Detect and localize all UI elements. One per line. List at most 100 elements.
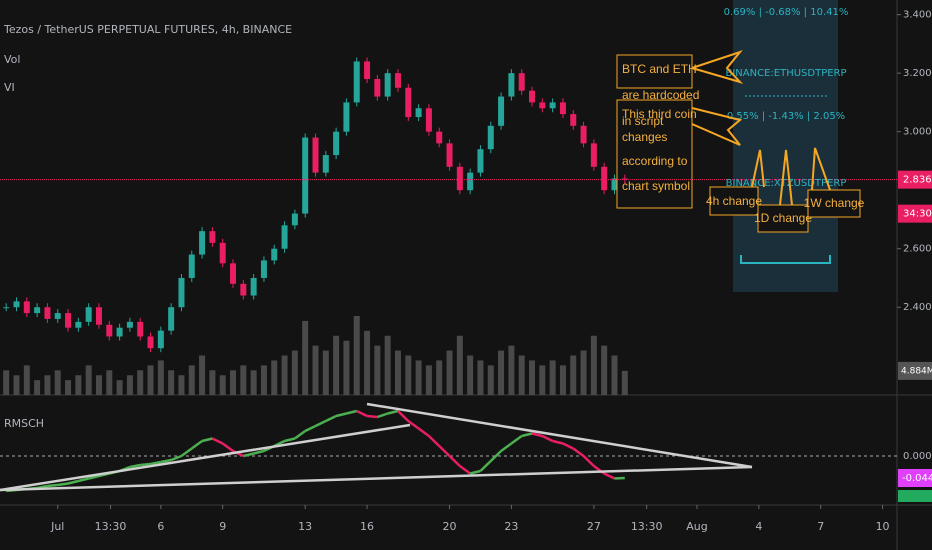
indicator-segment (459, 464, 471, 475)
x-tick-label: 16 (360, 520, 374, 533)
volume-bar (188, 365, 195, 395)
trend-line (0, 465, 753, 492)
volume-bar (374, 345, 381, 395)
indicator-segment (221, 442, 234, 453)
indicator-segment (47, 483, 58, 488)
indicator-segment (284, 437, 296, 443)
volume-bar (353, 316, 360, 395)
candle-body (405, 87, 412, 118)
volume-bar (85, 365, 92, 395)
volume-bar (436, 360, 443, 395)
panel-text: BINANCE:ETHUSDTPERP (725, 68, 846, 79)
volume-bar (559, 365, 566, 395)
candle-body (54, 313, 61, 319)
candle-body (3, 307, 10, 309)
candle-body (199, 231, 206, 255)
volume-bar (425, 365, 432, 395)
indicator-segment (346, 409, 358, 415)
indicator-segment (253, 449, 265, 455)
volume-tag (898, 361, 932, 380)
indicator-segment (325, 414, 337, 423)
y-tick-label: 3.000 (903, 127, 932, 138)
indicator-title: RMSCH (4, 417, 44, 430)
indicator-segment (335, 412, 347, 418)
callout-text: chart symbol (622, 179, 690, 193)
indicator-segment (180, 447, 193, 458)
candle-body (291, 213, 298, 226)
candle-body (580, 125, 587, 144)
vi-legend: VI (4, 81, 15, 94)
candle-body (487, 125, 494, 150)
volume-bar (322, 350, 329, 395)
candle-body (219, 242, 226, 264)
indicator-segment (438, 445, 451, 457)
volume-bar (3, 370, 10, 395)
panel-text: BINANCE:XTZUSDTPERP (726, 178, 847, 189)
x-tick-label: 13:30 (95, 520, 127, 533)
volume-bar (343, 340, 350, 395)
last-price-tag (898, 170, 932, 189)
volume-bar (405, 355, 412, 395)
candle-body (415, 108, 422, 118)
volume-bar (240, 365, 247, 395)
callout-box (757, 204, 809, 233)
candle-body (209, 231, 216, 243)
indicator-segment (356, 409, 368, 418)
candle-body (518, 73, 525, 91)
volume-bar (34, 380, 41, 395)
volume-bar (611, 355, 618, 395)
volume-bar (467, 355, 474, 395)
candle-body (126, 321, 133, 328)
candle-body (353, 61, 360, 103)
indicator-segment (614, 476, 625, 480)
volume-bar (23, 365, 30, 395)
candle-body (456, 166, 463, 191)
indicator-segment (243, 452, 254, 458)
indicator-segment (469, 469, 481, 475)
x-tick-label: 13 (298, 520, 312, 533)
indicator-segment (376, 412, 389, 419)
indicator-segment (211, 437, 224, 445)
volume-bar (137, 370, 144, 395)
volume-bar (281, 355, 288, 395)
candle-body (137, 321, 144, 337)
indicator-segment (489, 450, 502, 462)
volume-bar (44, 375, 51, 395)
callout-arrows (691, 49, 831, 206)
callout-box (616, 54, 693, 89)
volume-bar (95, 375, 102, 395)
marks (0, 57, 897, 493)
indicator-segment (531, 432, 543, 438)
candle-body (446, 143, 453, 167)
volume-bar (271, 360, 278, 395)
volume-bar (13, 375, 20, 395)
candle-body (178, 277, 185, 308)
candle-body (250, 277, 257, 296)
volume-bar (621, 370, 628, 395)
callout-box (709, 186, 759, 216)
indicator-segment (201, 437, 213, 443)
volume-bar (230, 370, 237, 395)
volume-bar (209, 370, 216, 395)
indicator-segment (191, 439, 203, 450)
indicator-segment (78, 477, 89, 483)
candle-body (260, 260, 267, 278)
countdown-tag (898, 204, 932, 223)
volume-bar (75, 375, 82, 395)
indicator-tag-green (898, 490, 932, 502)
volume-bar (487, 365, 494, 395)
indicator-segment (448, 455, 461, 467)
indicator-value-label: -0.044 (902, 473, 932, 484)
x-tick-label: 27 (587, 520, 601, 533)
candle-body (116, 327, 123, 337)
last-price-label: 2.836 (903, 175, 932, 186)
volume-bar (116, 380, 123, 395)
indicator-segment (129, 463, 141, 469)
y-tick-label: 3.400 (903, 10, 932, 21)
x-tick-label: 4 (755, 520, 762, 533)
candle-body (147, 336, 154, 349)
candle-body (477, 149, 484, 173)
chart-title: Tezos / TetherUS PERPETUAL FUTURES, 4h, … (3, 23, 292, 36)
volume-bar (549, 360, 556, 395)
indicator-segment (582, 455, 595, 467)
